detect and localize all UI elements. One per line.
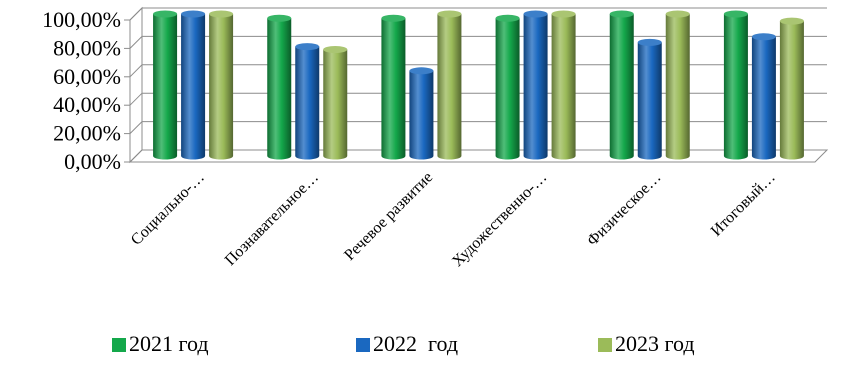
- legend-label: 2021 год: [129, 331, 209, 356]
- bar-top: [409, 67, 434, 75]
- bar: [637, 38, 662, 160]
- y-tick-label: 0,00%: [64, 149, 121, 174]
- bar-body: [779, 21, 804, 160]
- legend-item: 2022 год: [356, 331, 458, 356]
- bar: [751, 33, 776, 160]
- x-tick-label: Социально-…: [128, 169, 208, 249]
- bar-top: [209, 10, 234, 18]
- bar: [323, 46, 348, 160]
- y-axis: 0,00% 20,00% 40,00% 60,00% 80,00% 100,00%: [42, 7, 131, 174]
- bar-body: [637, 42, 662, 160]
- y-tick-label: 100,00%: [42, 7, 121, 32]
- x-tick-label: Художественно-…: [449, 169, 550, 270]
- bar-body: [409, 70, 434, 160]
- chart-walls: [128, 6, 829, 164]
- legend-item: 2023 год: [598, 331, 695, 356]
- bar-top: [751, 33, 776, 41]
- y-tick-label: 80,00%: [53, 35, 121, 60]
- bar-body: [751, 36, 776, 160]
- bar: [209, 10, 234, 160]
- bar-top: [551, 10, 576, 18]
- gridline: [129, 92, 827, 106]
- bar-top: [381, 14, 406, 22]
- gridlines: [129, 7, 827, 163]
- bar: [523, 10, 548, 160]
- y-tick-label: 20,00%: [53, 121, 121, 146]
- x-tick-label: Физическое…: [584, 169, 665, 250]
- bar-top: [723, 10, 748, 18]
- bar: [723, 10, 748, 160]
- bar-body: [209, 14, 234, 160]
- bar: [381, 14, 406, 160]
- bar: [779, 17, 804, 160]
- bar-top: [323, 46, 348, 53]
- x-tick-label: Речевое развитие: [341, 169, 436, 264]
- bar-body: [323, 49, 348, 160]
- bar: [295, 43, 320, 160]
- bar-body: [381, 18, 406, 160]
- bar: [437, 10, 462, 160]
- bar-top: [523, 10, 548, 18]
- gridline: [129, 121, 827, 134]
- x-tick-label: Итоговый…: [708, 169, 779, 240]
- gridline: [129, 64, 827, 78]
- bar-top: [637, 38, 662, 46]
- bar: [267, 14, 292, 160]
- bar-top: [665, 10, 690, 18]
- bar-top: [437, 10, 462, 18]
- bar-body: [665, 14, 690, 160]
- bar: [609, 10, 634, 160]
- legend-swatch: [112, 338, 126, 352]
- bar-top: [609, 10, 634, 18]
- legend: 2021 год 2022 год 2023 год: [112, 331, 695, 356]
- bar: [665, 10, 690, 160]
- legend-label: 2023 год: [615, 331, 695, 356]
- bar-body: [495, 18, 520, 160]
- bar: [181, 10, 206, 160]
- bar-body: [609, 14, 634, 160]
- floor: [128, 149, 829, 163]
- bar: [495, 14, 520, 160]
- bar: [409, 67, 434, 160]
- bar-top: [295, 43, 320, 51]
- gridline: [129, 35, 827, 49]
- legend-label: 2022 год: [373, 331, 458, 356]
- bar-top: [153, 10, 178, 18]
- bar-top: [267, 14, 292, 22]
- x-tick-label: Познавательное…: [222, 169, 322, 269]
- bar-body: [295, 46, 320, 160]
- gridline: [129, 7, 827, 21]
- bar-body: [267, 18, 292, 160]
- y-tick-label: 40,00%: [53, 92, 121, 117]
- gridline: [129, 149, 827, 163]
- legend-swatch: [598, 338, 612, 352]
- bar-top: [779, 17, 804, 25]
- bar-body: [523, 14, 548, 160]
- side-wall: [129, 6, 143, 164]
- bar-top: [495, 14, 520, 22]
- bars: [153, 10, 804, 160]
- bar-body: [181, 14, 206, 160]
- bar-body: [551, 14, 576, 160]
- bar-body: [153, 14, 178, 160]
- bar: [551, 10, 576, 160]
- bar-top: [181, 10, 206, 18]
- y-tick-label: 60,00%: [53, 64, 121, 89]
- bar: [153, 10, 178, 160]
- legend-swatch: [356, 338, 370, 352]
- x-axis: Социально-… Познавательное… Речевое развит…: [128, 161, 815, 270]
- bar-body: [723, 14, 748, 160]
- legend-item: 2021 год: [112, 331, 209, 356]
- bar-body: [437, 14, 462, 160]
